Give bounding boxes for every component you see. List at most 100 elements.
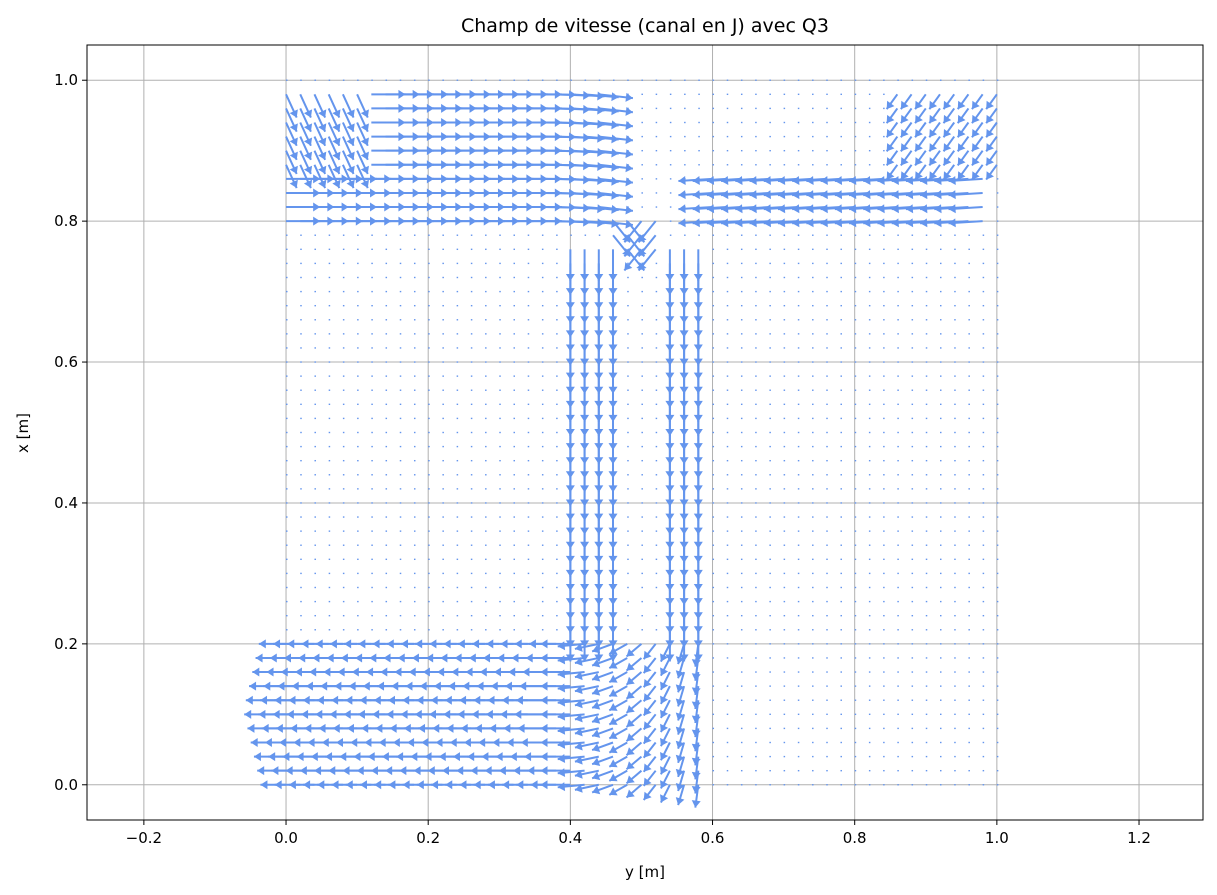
x-tick-label: 0.4 — [558, 829, 582, 847]
velocity-arrow — [675, 770, 686, 792]
velocity-arrow — [565, 249, 575, 282]
velocity-arrow — [580, 249, 590, 282]
velocity-arrow — [956, 93, 970, 110]
velocity-arrow — [313, 107, 327, 133]
velocity-arrow — [948, 204, 983, 214]
velocity-arrow — [598, 163, 634, 173]
velocity-arrow — [625, 784, 643, 799]
velocity-arrow — [900, 136, 913, 152]
velocity-arrow — [598, 121, 634, 131]
velocity-arrow — [642, 727, 657, 745]
velocity-arrow — [341, 136, 355, 161]
velocity-arrow — [642, 770, 657, 787]
velocity-arrow — [665, 249, 675, 282]
velocity-arrow — [591, 755, 614, 767]
velocity-arrow — [660, 643, 671, 663]
velocity-arrow — [540, 639, 571, 649]
velocity-arrow — [660, 770, 671, 789]
y-axis-label: x [m] — [14, 413, 32, 453]
velocity-arrow — [948, 190, 983, 200]
velocity-arrow — [914, 93, 927, 110]
velocity-arrow — [574, 783, 600, 793]
velocity-arrow — [914, 107, 927, 124]
velocity-arrow — [608, 699, 628, 712]
velocity-arrow — [598, 149, 634, 159]
velocity-arrow — [623, 220, 643, 243]
velocity-arrow — [660, 784, 671, 803]
velocity-arrow — [660, 742, 671, 761]
velocity-arrow — [327, 150, 341, 175]
velocity-arrow — [956, 136, 970, 152]
plot-frame — [86, 44, 1204, 821]
velocity-arrow — [885, 164, 899, 181]
velocity-arrow — [642, 685, 657, 702]
velocity-arrow — [285, 93, 298, 118]
velocity-arrow — [675, 671, 686, 693]
velocity-arrow — [625, 685, 643, 700]
velocity-arrow — [341, 150, 355, 175]
velocity-arrow — [299, 164, 313, 189]
velocity-arrow — [637, 234, 657, 257]
velocity-arrow — [642, 657, 657, 674]
velocity-arrow — [540, 695, 571, 705]
velocity-arrow — [285, 136, 298, 161]
velocity-arrow — [885, 121, 899, 138]
velocity-arrow — [299, 122, 313, 147]
velocity-arrow — [591, 783, 614, 795]
velocity-arrow — [313, 150, 327, 175]
velocity-arrow — [299, 93, 313, 118]
velocity-arrow — [540, 709, 571, 719]
y-tick-label: 0.0 — [54, 776, 78, 794]
velocity-arrow — [625, 755, 643, 771]
velocity-arrow — [914, 150, 927, 167]
x-axis-label: y [m] — [625, 863, 665, 881]
velocity-arrow — [598, 191, 634, 201]
velocity-arrow — [313, 164, 327, 189]
velocity-arrow — [885, 93, 899, 110]
velocity-arrow — [956, 150, 970, 167]
velocity-arrow — [928, 121, 941, 138]
velocity-arrow — [885, 150, 899, 167]
velocity-arrow — [608, 671, 628, 684]
velocity-arrow — [356, 150, 369, 175]
velocity-arrow — [985, 107, 998, 124]
velocity-arrow — [675, 714, 686, 735]
velocity-arrow — [900, 121, 913, 138]
velocity-arrow — [285, 164, 298, 189]
velocity-arrow — [327, 93, 341, 118]
x-tick-label: 1.2 — [1127, 829, 1151, 847]
velocity-arrow — [625, 769, 643, 785]
velocity-arrow — [971, 107, 984, 124]
velocity-arrow — [540, 738, 571, 747]
velocity-arrow — [608, 249, 618, 282]
velocity-arrow — [574, 656, 600, 666]
velocity-arrow — [971, 93, 984, 110]
velocity-arrow — [625, 713, 643, 728]
velocity-arrow — [299, 107, 313, 133]
velocity-arrow — [942, 136, 956, 152]
velocity-arrow — [660, 671, 671, 691]
velocity-arrow — [675, 699, 686, 721]
velocity-arrow — [625, 741, 643, 756]
velocity-arrow — [956, 164, 970, 181]
velocity-arrow — [594, 249, 604, 282]
velocity-arrow — [608, 685, 628, 698]
velocity-arrow — [608, 741, 628, 754]
velocity-arrow — [914, 136, 927, 152]
velocity-arrow — [985, 121, 998, 138]
velocity-arrow — [928, 164, 941, 181]
velocity-arrow — [285, 150, 298, 175]
velocity-arrow — [341, 164, 355, 189]
velocity-arrow — [608, 713, 628, 726]
velocity-arrow — [900, 93, 913, 110]
velocity-arrow — [942, 93, 956, 110]
velocity-arrow — [341, 122, 355, 147]
velocity-arrow — [540, 780, 571, 790]
velocity-arrow — [591, 741, 614, 752]
velocity-arrow — [574, 727, 600, 737]
velocity-arrow — [598, 177, 634, 187]
velocity-arrow — [625, 657, 643, 672]
velocity-arrow — [574, 755, 600, 765]
velocity-arrow — [660, 657, 671, 677]
